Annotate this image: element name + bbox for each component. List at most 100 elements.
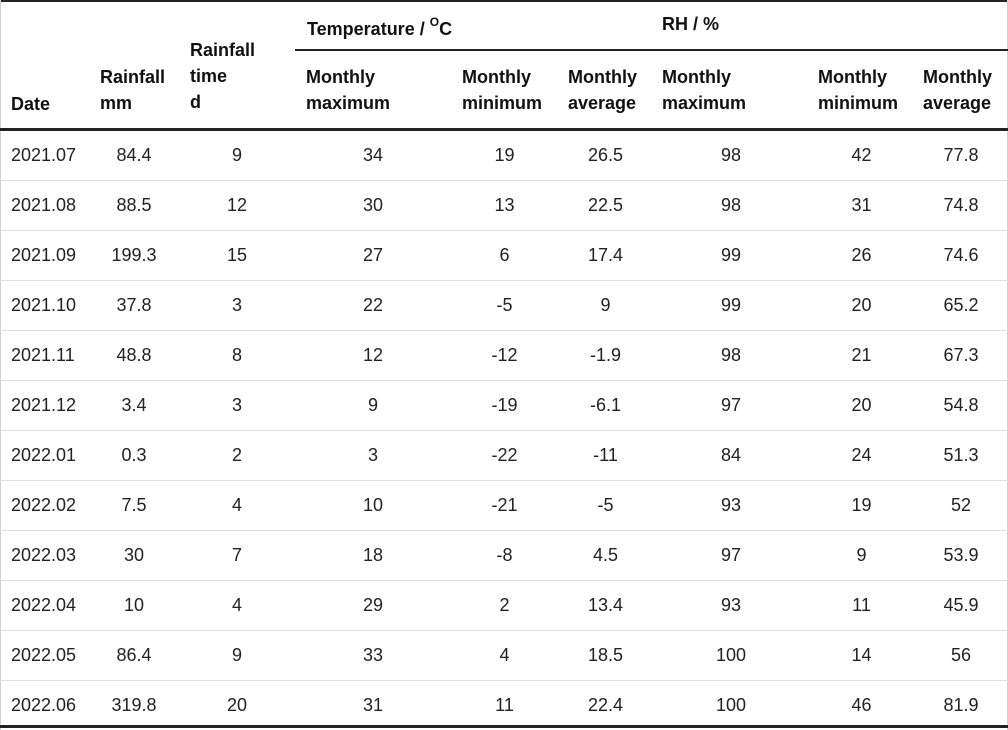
cell-date: 2022.03	[0, 530, 89, 581]
cell-date: 2022.06	[11, 695, 77, 715]
table-row: 2021.11 48.8 8 12 -12 -1.9 98 21 67.3	[0, 330, 1008, 381]
cell-rainfall-time: 15	[179, 230, 295, 281]
group-header-rule	[295, 49, 1008, 51]
cell-rainfall-time: 9	[179, 630, 295, 681]
cell-rh-avg: 65.2	[914, 280, 1008, 331]
cell-rh-max: 100	[715, 695, 747, 715]
cell-rh-min: 20	[809, 280, 914, 331]
cell-date: 2021.07	[0, 131, 89, 181]
col-header-temp-max: Monthly maximum	[306, 67, 391, 113]
cell-rh-min: 24	[809, 430, 914, 481]
rh-group-header: RH / %	[662, 14, 720, 34]
cell-rh-min: 11	[809, 580, 914, 631]
cell-rh-min: 9	[809, 530, 914, 581]
cell-rainfall: 88.5	[89, 180, 179, 231]
cell-temp-avg: 22.5	[558, 180, 653, 231]
table-row: 2022.02 7.5 4 10 -21 -5 93 19 52	[0, 480, 1008, 531]
cell-rainfall: 3.4	[89, 380, 179, 431]
cell-rh-avg: 51.3	[914, 430, 1008, 481]
cell-temp-avg: -6.1	[558, 380, 653, 431]
cell-temp-max: 30	[295, 180, 451, 231]
cell-temp-avg: 18.5	[558, 630, 653, 681]
cell-date: 2022.01	[0, 430, 89, 481]
cell-rainfall: 7.5	[89, 480, 179, 531]
table-bottom-border	[0, 725, 1008, 728]
table-row: 2022.06 319.8 20 31 11 22.4 100 46 81.9	[0, 681, 1008, 730]
cell-rainfall: 10	[89, 580, 179, 631]
cell-temp-avg: 22.4	[587, 695, 624, 715]
cell-rh-avg: 74.8	[914, 180, 1008, 231]
cell-temp-min: 19	[451, 131, 558, 181]
cell-rainfall-time: 4	[179, 580, 295, 631]
cell-rh-avg: 53.9	[914, 530, 1008, 581]
cell-rh-min: 46	[851, 695, 872, 715]
table-row: 2021.08 88.5 12 30 13 22.5 98 31 74.8	[0, 180, 1008, 231]
cell-temp-max: 34	[295, 131, 451, 181]
cell-rainfall: 48.8	[89, 330, 179, 381]
cell-rh-avg: 54.8	[914, 380, 1008, 431]
cell-rainfall: 84.4	[89, 131, 179, 181]
cell-temp-min: -8	[451, 530, 558, 581]
cell-date: 2022.04	[0, 580, 89, 631]
table-row: 2021.07 84.4 9 34 19 26.5 98 42 77.8	[0, 131, 1008, 181]
cell-temp-min: -19	[451, 380, 558, 431]
cell-rainfall: 319.8	[111, 695, 157, 715]
cell-rainfall-time: 4	[179, 480, 295, 531]
cell-rh-min: 31	[809, 180, 914, 231]
cell-rainfall-time: 3	[179, 280, 295, 331]
cell-rh-max: 99	[653, 230, 809, 281]
col-header-rh-min: Monthly minimum	[818, 67, 899, 113]
cell-temp-max: 18	[295, 530, 451, 581]
cell-temp-min: -5	[451, 280, 558, 331]
cell-rh-avg: 67.3	[914, 330, 1008, 381]
header-rule	[0, 128, 1008, 131]
cell-rh-max: 98	[653, 180, 809, 231]
cell-rh-max: 93	[653, 580, 809, 631]
cell-temp-min: 13	[451, 180, 558, 231]
cell-rh-min: 42	[809, 131, 914, 181]
table-top-border	[0, 0, 1008, 2]
cell-rh-min: 20	[809, 380, 914, 431]
col-header-date: Date	[11, 94, 51, 114]
cell-temp-min: -22	[451, 430, 558, 481]
cell-rh-max: 100	[653, 630, 809, 681]
cell-temp-avg: -1.9	[558, 330, 653, 381]
cell-rh-max: 97	[653, 530, 809, 581]
cell-temp-avg: 26.5	[558, 131, 653, 181]
cell-rh-avg: 74.6	[914, 230, 1008, 281]
table-row: 2021.09 199.3 15 27 6 17.4 99 26 74.6	[0, 230, 1008, 281]
table-row: 2022.05 86.4 9 33 4 18.5 100 14 56	[0, 630, 1008, 681]
col-header-rh-avg: Monthly average	[923, 67, 992, 113]
cell-temp-min: 11	[495, 695, 514, 715]
cell-temp-min: 4	[451, 630, 558, 681]
cell-temp-max: 29	[295, 580, 451, 631]
cell-temp-min: 2	[451, 580, 558, 631]
cell-rainfall-time: 12	[179, 180, 295, 231]
cell-rh-min: 26	[809, 230, 914, 281]
cell-rainfall: 0.3	[89, 430, 179, 481]
table-row: 2021.10 37.8 3 22 -5 9 99 20 65.2	[0, 280, 1008, 331]
cell-temp-max: 22	[295, 280, 451, 331]
col-header-rainfall-time: Rainfall time d	[190, 40, 256, 112]
cell-rainfall-time: 3	[179, 380, 295, 431]
cell-temp-avg: 4.5	[558, 530, 653, 581]
col-header-rainfall: Rainfall mm	[100, 67, 166, 113]
cell-date: 2021.12	[0, 380, 89, 431]
cell-rh-avg: 52	[914, 480, 1008, 531]
cell-rainfall: 199.3	[89, 230, 179, 281]
cell-rh-avg: 81.9	[943, 695, 979, 715]
cell-rh-min: 21	[809, 330, 914, 381]
cell-rainfall: 30	[89, 530, 179, 581]
cell-temp-max: 12	[295, 330, 451, 381]
cell-rainfall: 86.4	[89, 630, 179, 681]
cell-temp-max: 3	[295, 430, 451, 481]
cell-date: 2022.02	[0, 480, 89, 531]
table-row: 2022.03 30 7 18 -8 4.5 97 9 53.9	[0, 530, 1008, 581]
cell-date: 2022.05	[0, 630, 89, 681]
cell-rh-max: 93	[653, 480, 809, 531]
cell-rh-max: 97	[653, 380, 809, 431]
cell-rainfall-time: 2	[179, 430, 295, 481]
cell-temp-avg: 17.4	[558, 230, 653, 281]
cell-rainfall-time: 9	[179, 131, 295, 181]
table-body: 2021.07 84.4 9 34 19 26.5 98 42 77.8 2021.08 88.5 1…	[0, 131, 1008, 730]
